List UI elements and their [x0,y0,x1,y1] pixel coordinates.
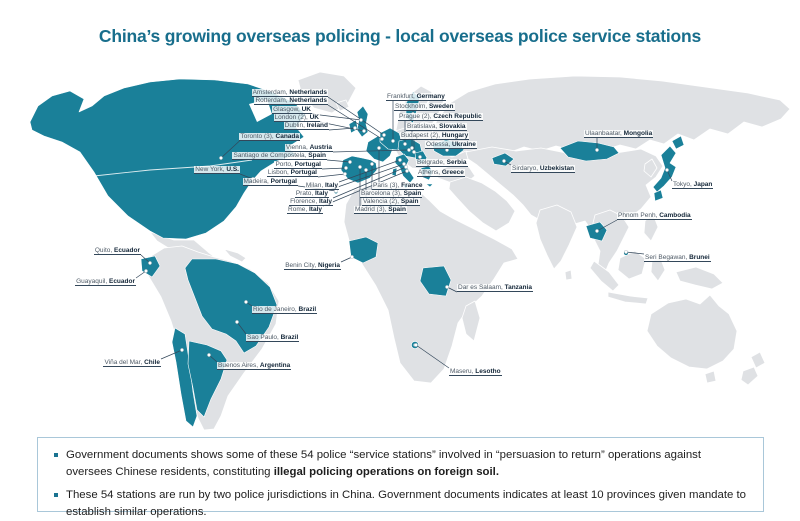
brunei [623,250,629,256]
caribbean [223,248,247,263]
notes-box: Government documents shows some of these… [37,437,764,518]
korea [643,158,658,178]
madagascar [461,300,481,342]
australia [646,294,738,370]
philippines [643,213,659,242]
japan-kyushu [653,189,664,202]
note-text-1: Government documents shows some of these… [66,449,702,479]
sumatra [589,260,620,292]
brazil [184,258,278,354]
java [607,291,649,305]
madeira [333,189,339,195]
iberia [340,155,378,184]
new-guinea [675,266,724,290]
ireland [348,119,359,134]
sulawesi [650,256,666,282]
new-zealand-north [750,351,766,369]
tanzania [419,265,452,297]
sardinia [391,167,398,177]
note-text-2: These 54 stations are run by two police … [66,489,747,519]
new-zealand-south [740,366,759,386]
us-canada-border [93,159,253,177]
mongolia [559,140,620,162]
note-bullet-1: Government documents shows some of these… [54,447,749,481]
russia [428,75,791,158]
note-bullet-2: These 54 stations are run by two police … [54,487,749,521]
sri-lanka [564,269,573,281]
lesotho-center [413,343,417,347]
uk [356,105,369,138]
argentina [187,340,228,418]
note-bold-1: illegal policing operations on foreign s… [273,466,499,479]
highlighted-countries [29,78,685,428]
page-title: China’s growing overseas policing - loca… [98,26,702,46]
crete [425,183,434,188]
india [535,204,578,270]
tasmania [704,370,717,384]
japan-honshu [652,145,677,193]
greece [420,165,434,181]
notes-list: Government documents shows some of these… [54,447,749,521]
japan-hokkaido [671,135,685,150]
borneo [617,250,647,280]
middle-east [448,176,516,232]
